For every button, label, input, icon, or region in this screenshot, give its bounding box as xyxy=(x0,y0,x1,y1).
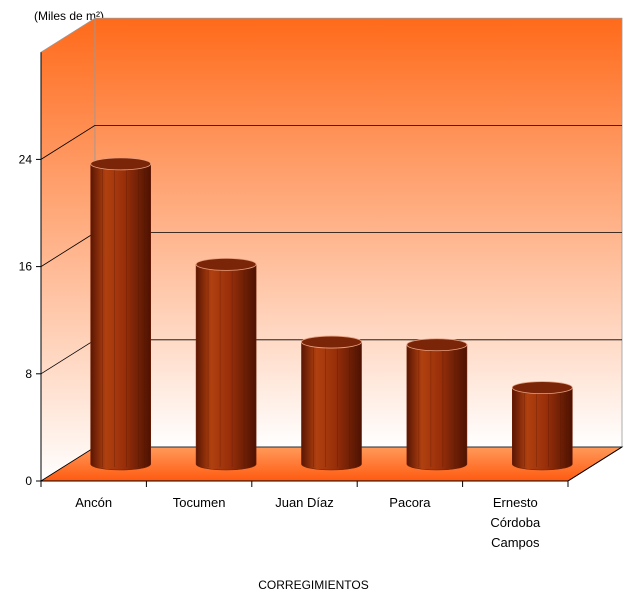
y-unit-label: (Miles de m²) xyxy=(34,9,105,23)
gridline-side xyxy=(40,232,96,267)
bar-top xyxy=(406,338,468,352)
x-axis: Ancón Tocumen Juan Díaz Pacora Ernesto Córdob… xyxy=(40,446,623,550)
bar-3 xyxy=(406,338,468,471)
y-axis: 0 8 16 24 xyxy=(19,52,42,488)
x-tick-label: Tocumen xyxy=(173,495,226,510)
bar-0 xyxy=(90,157,152,471)
y-tick-label: 16 xyxy=(19,260,33,274)
bar xyxy=(406,344,468,471)
y-tick-label: 8 xyxy=(25,367,32,381)
bar-top xyxy=(511,381,573,395)
bar xyxy=(301,341,362,471)
bar-2 xyxy=(301,335,362,471)
y-tick-label: 24 xyxy=(19,152,33,166)
bar xyxy=(90,163,151,471)
bar-4 xyxy=(511,381,573,471)
gridline-side xyxy=(40,125,96,160)
bar-top xyxy=(195,257,257,271)
x-tick-label: Juan Díaz xyxy=(275,495,334,510)
x-tick-label: Ancón xyxy=(75,495,112,510)
x-tick-label: Ernesto Córdoba Campos xyxy=(490,495,541,550)
bars xyxy=(90,157,573,471)
x-axis-title: CORREGIMIENTOS xyxy=(258,578,369,592)
bar-1 xyxy=(195,257,257,471)
y-tick-label: 0 xyxy=(25,474,32,488)
x-axis-depth-line xyxy=(567,446,623,482)
bar xyxy=(511,387,573,471)
bar-top xyxy=(301,335,362,349)
x-tick-label: Pacora xyxy=(389,495,431,510)
gridline-side xyxy=(40,339,96,375)
bar xyxy=(195,264,257,471)
bar-top xyxy=(90,157,152,171)
